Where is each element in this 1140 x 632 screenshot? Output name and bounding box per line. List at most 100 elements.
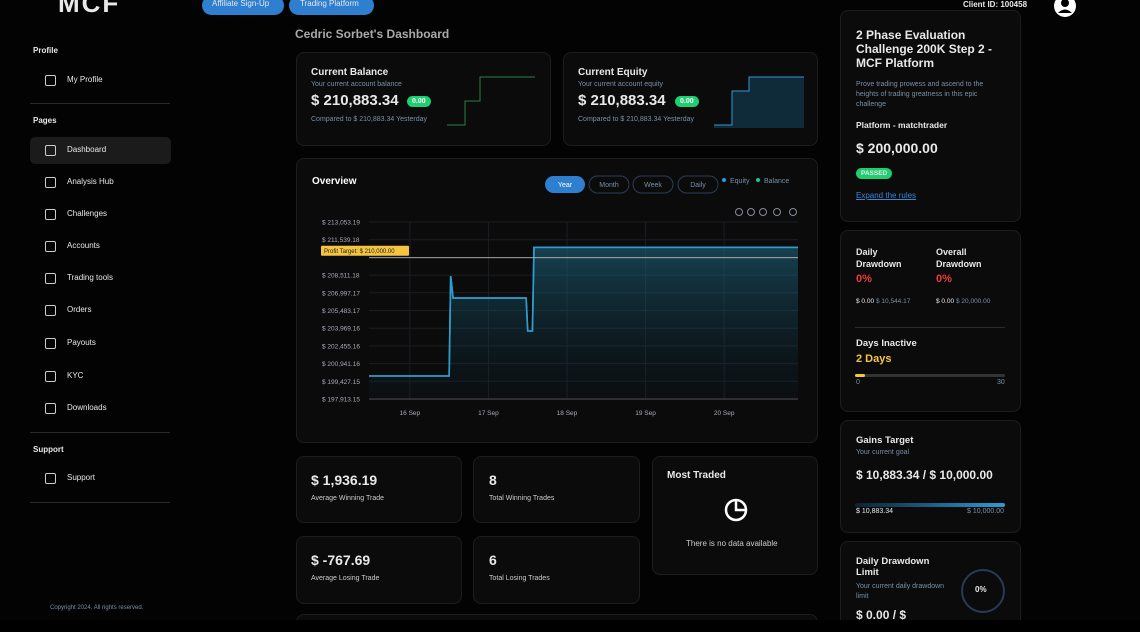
nav-item[interactable]: Analysis Hub <box>67 177 114 186</box>
drawdown-card <box>840 230 1021 412</box>
legend-label: Equity <box>730 178 750 185</box>
gains-value: $ 10,883.34 / $ 10,000.00 <box>856 468 993 482</box>
nav-item[interactable]: Payouts <box>67 338 96 347</box>
drawdown-current: $ 0.00 <box>936 298 955 305</box>
tool-icon <box>747 208 755 216</box>
legend-marker <box>756 178 760 182</box>
stat-label: Total Winning Trades <box>489 495 555 502</box>
x-tick-label: 17 Sep <box>478 410 499 417</box>
y-tick-label: $ 205,483.17 <box>322 308 360 315</box>
gains-title: Gains Target <box>856 435 914 446</box>
y-tick-label: $ 200,941.16 <box>322 361 360 368</box>
stat-value: 6 <box>489 552 497 568</box>
y-tick-label: $ 211,539.18 <box>322 237 360 244</box>
nav-item[interactable]: Accounts <box>67 241 100 250</box>
tool-icon <box>789 208 797 216</box>
nav-item[interactable]: Support <box>67 473 96 482</box>
daily-limit-card <box>840 541 1021 632</box>
tab[interactable] <box>588 175 630 194</box>
challenge-card <box>840 10 1021 222</box>
area <box>369 247 798 399</box>
sparkline <box>714 76 804 128</box>
badge: 0.00 <box>675 96 699 107</box>
tab-label[interactable]: Daily <box>690 182 706 189</box>
tab[interactable] <box>545 176 585 193</box>
limit-subtitle: Your current daily drawdown limit <box>856 583 945 600</box>
y-tick-label: $ 203,969.16 <box>322 326 360 333</box>
nav-item[interactable]: Dashboard <box>67 145 107 154</box>
challenge-description: Prove trading prowess and ascend to the … <box>856 81 984 108</box>
nav-item[interactable]: Trading tools <box>67 273 113 282</box>
avatar[interactable] <box>1053 0 1083 18</box>
nav-icon <box>45 305 56 316</box>
nav-item[interactable]: My Profile <box>67 75 103 84</box>
nav-item[interactable]: KYC <box>67 371 84 380</box>
separator <box>855 327 1005 328</box>
dashboard-title: Cedric Sorbet's Dashboard <box>295 27 450 41</box>
stat-label: Total Losing Trades <box>489 575 550 582</box>
platform: Platform - matchtrader <box>856 120 948 130</box>
drawdown-current: $ 0.00 <box>856 298 875 305</box>
stat-card <box>473 456 640 523</box>
most-traded-card <box>652 456 818 575</box>
tab-label[interactable]: Month <box>599 182 619 189</box>
challenge-title: 2 Phase Evaluation Challenge 200K Step 2… <box>856 28 993 70</box>
stat-value: $ 1,936.19 <box>311 472 378 488</box>
tab-label[interactable]: Year <box>558 182 573 189</box>
progress-fill <box>855 503 1005 507</box>
sparkline <box>447 76 535 126</box>
separator <box>30 432 170 433</box>
nav-icon <box>45 75 56 86</box>
y-tick-label: $ 206,997.17 <box>322 290 360 297</box>
gains-subtitle: Your current goal <box>856 449 910 456</box>
affiliate-label[interactable]: Affiliate Sign-Up <box>212 0 270 8</box>
target-label: Profit Target: $ 210,000.00 <box>324 249 395 255</box>
stat-value: $ -767.69 <box>311 552 371 568</box>
stat-card <box>296 536 462 604</box>
overview-card: Overview Year Month Week Daily Equity Balance $… <box>296 158 818 443</box>
stat-card <box>296 456 462 523</box>
stat-card <box>473 536 640 604</box>
card-compare: Compared to $ 210,883.34 Yesterday <box>311 116 427 123</box>
tab[interactable] <box>677 175 719 194</box>
tab[interactable] <box>632 175 674 194</box>
nav-icon <box>45 338 56 349</box>
x-tick-label: 18 Sep <box>557 410 578 417</box>
tool-icon <box>735 208 743 216</box>
overview-chart: Overview Year Month Week Daily Equity Balance $… <box>312 175 798 417</box>
drawdown-limit: $ 20,000.00 <box>956 298 991 305</box>
drawdown-title: Daily Drawdown <box>856 247 902 269</box>
progress-track <box>855 374 1005 377</box>
nav-item[interactable]: Downloads <box>67 403 107 412</box>
card-value: $ 210,883.34 <box>578 92 666 109</box>
card-value: $ 210,883.34 <box>311 92 399 109</box>
gains-card <box>840 420 1021 533</box>
stat-label: Average Winning Trade <box>311 495 385 502</box>
affiliate-button[interactable] <box>202 0 284 15</box>
pie-icon <box>724 498 748 522</box>
logo: MCF <box>58 0 121 18</box>
section-title: Support <box>33 445 64 454</box>
x-tick-label: 20 Sep <box>714 410 735 417</box>
nav-icon <box>45 473 56 484</box>
y-tick-label: $ 199,427.15 <box>322 379 360 386</box>
platform-button[interactable] <box>289 0 374 15</box>
badge: 0.00 <box>407 96 431 107</box>
nav-item[interactable]: Orders <box>67 305 92 314</box>
stat-value: 8 <box>489 472 497 488</box>
drawdown-title: Overall Drawdown <box>936 247 982 269</box>
days-value: 2 Days <box>856 353 892 365</box>
x-tick-label: 16 Sep <box>400 410 421 417</box>
expand-link[interactable]: Expand the rules <box>856 191 917 200</box>
card-subtitle: Your current account equity <box>578 81 663 88</box>
y-tick-label: $ 202,455.16 <box>322 343 360 350</box>
active-nav-bg <box>30 137 171 164</box>
progress-fill <box>855 374 865 377</box>
tab-label[interactable]: Week <box>644 182 662 189</box>
x-tick-label: 19 Sep <box>635 410 656 417</box>
platform-label[interactable]: Trading Platform <box>300 0 359 8</box>
card-compare: Compared to $ 210,883.34 Yesterday <box>578 116 694 123</box>
gauge <box>961 569 1005 613</box>
nav-item[interactable]: Challenges <box>67 209 108 218</box>
drawdown-percent: 0% <box>856 273 872 285</box>
